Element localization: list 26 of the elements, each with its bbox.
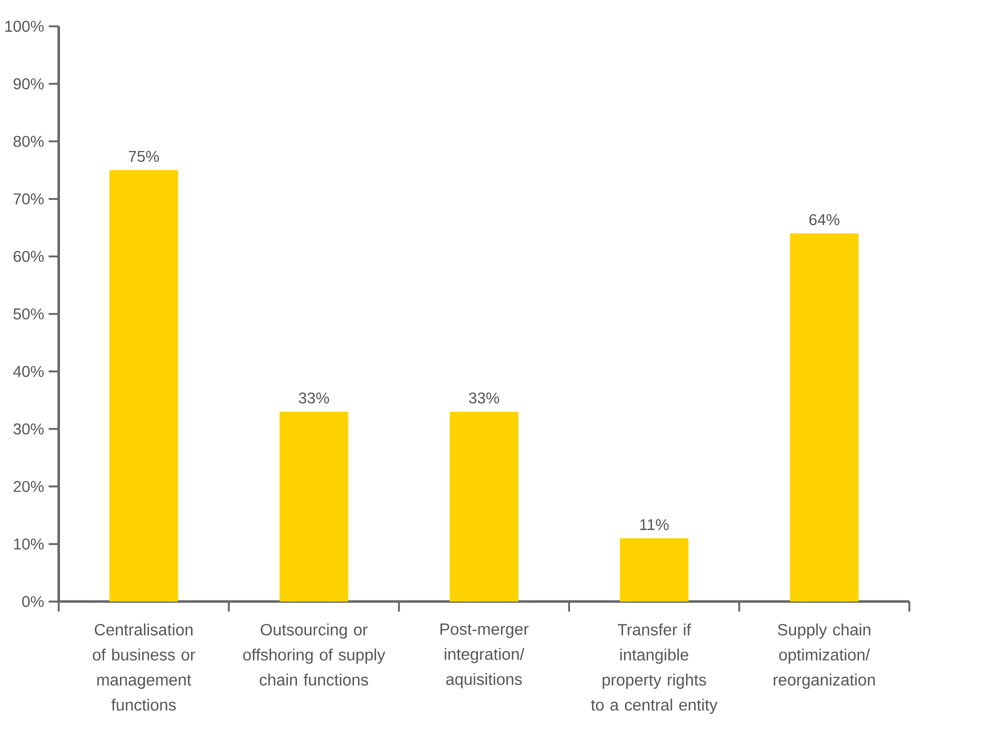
data-label: 33% bbox=[298, 392, 329, 404]
y-tick-label: 20% bbox=[14, 480, 44, 492]
y-tick-label: 30% bbox=[13, 423, 44, 434]
bar bbox=[280, 412, 348, 602]
x-tick-label: Centralisation of business or management functions bbox=[92, 623, 196, 711]
y-tick-label: 60% bbox=[14, 250, 44, 262]
data-label: 33% bbox=[468, 392, 500, 404]
x-tick-label: Post-merger integration/ aquisitions bbox=[440, 623, 529, 688]
bar bbox=[790, 233, 859, 602]
y-tick-label: 0% bbox=[22, 596, 44, 607]
bar bbox=[450, 412, 518, 602]
y-tick-label: 40% bbox=[13, 366, 44, 377]
y-tick-label: 50% bbox=[14, 308, 44, 320]
x-tick-label: Supply chain optimization/ reorganization bbox=[774, 623, 875, 689]
y-tick-label: 100% bbox=[5, 20, 44, 32]
data-label: 11% bbox=[640, 518, 669, 530]
data-label: 64% bbox=[809, 214, 840, 226]
bar bbox=[109, 170, 178, 602]
y-tick-label: 90% bbox=[14, 78, 44, 90]
data-label: 75% bbox=[128, 150, 159, 162]
y-tick-label: 70% bbox=[14, 193, 44, 204]
x-tick-label: Transfer if intangible property rights to a central entity bbox=[591, 623, 718, 714]
y-tick-label: 10% bbox=[14, 538, 44, 550]
y-tick-label: 80% bbox=[14, 136, 44, 147]
x-tick-label: Outsourcing or offshoring of supply chain functions bbox=[243, 623, 386, 686]
bar bbox=[620, 538, 688, 602]
